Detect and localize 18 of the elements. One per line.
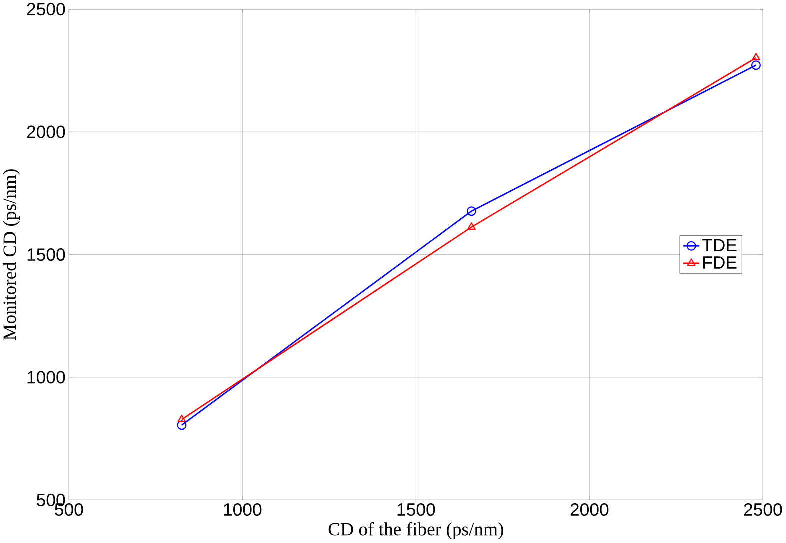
point (178, 415, 186, 423)
y-tick-label: 2000 (27, 126, 66, 139)
x-tick-label: 2000 (570, 504, 609, 516)
y-tick-label: 1000 (28, 371, 66, 384)
legend-label: TDE (702, 240, 737, 252)
legend-label: FDE (704, 256, 737, 270)
point (467, 222, 476, 230)
point (751, 60, 761, 70)
x-axis-title: CD of the fiber (ps/nm) (328, 522, 504, 540)
x-tick-label: 2500 (744, 504, 782, 516)
point (752, 53, 760, 61)
point (466, 206, 476, 216)
point (177, 420, 187, 430)
x-tick-label: 1500 (398, 504, 436, 516)
y-tick-label: 2500 (27, 3, 66, 16)
y-tick-label: 1500 (28, 248, 66, 262)
x-tick-label: 1000 (224, 504, 262, 516)
y-axis-title: Monitored CD (ps/nm) (3, 170, 20, 340)
